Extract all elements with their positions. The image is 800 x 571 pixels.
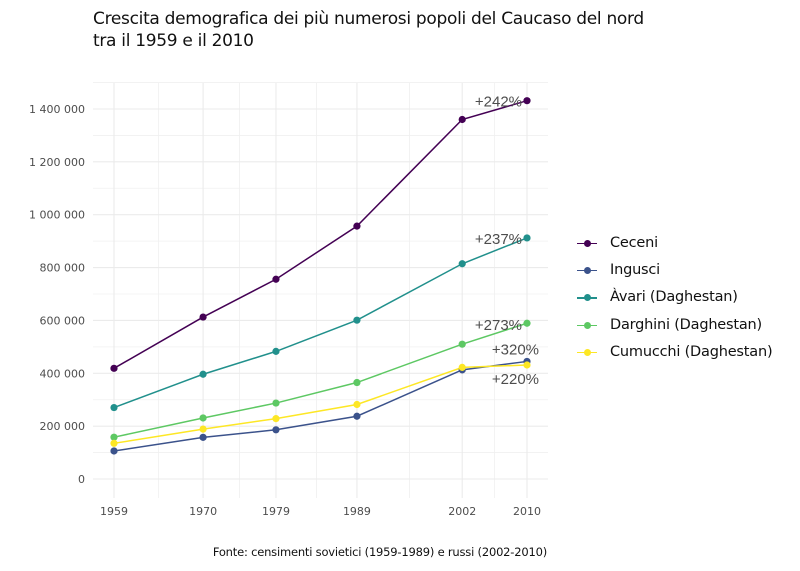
- data-point: [458, 260, 466, 268]
- series-line-1: [113, 99, 528, 369]
- x-axis-ticks: 1959 1970 1979 1989 2002 2010: [100, 505, 541, 518]
- data-point: [523, 319, 531, 327]
- growth-annotation: +220%: [492, 371, 539, 388]
- x-tick-label: 1959: [100, 505, 128, 518]
- legend: Ceceni Ingusci Àvari (Daghestan) Darghini (…: [577, 229, 773, 365]
- growth-annotation: +237%: [475, 231, 522, 248]
- legend-label: Cumucchi (Daghestan): [610, 343, 773, 360]
- chart-title: Crescita demografica dei più numerosi po…: [93, 8, 644, 52]
- y-tick-label: 1 400 000: [29, 103, 85, 116]
- data-point: [272, 415, 280, 423]
- data-point: [523, 361, 531, 369]
- chart-caption: Fonte: censimenti sovietici (1959-1989) …: [212, 545, 547, 559]
- legend-label: Ingusci: [610, 261, 661, 278]
- series-lines: [113, 99, 528, 452]
- data-point: [110, 439, 118, 447]
- y-tick-label: 800 000: [40, 262, 86, 275]
- legend-key-dot: [584, 239, 591, 247]
- legend-key-dot: [584, 348, 591, 356]
- data-point: [199, 370, 207, 378]
- y-tick-label: 0: [78, 473, 85, 486]
- growth-annotation: +273%: [475, 317, 522, 334]
- legend-key-icon: [577, 260, 597, 280]
- data-point: [458, 115, 466, 124]
- data-point: [272, 399, 280, 407]
- data-point: [199, 313, 207, 321]
- data-point: [110, 433, 118, 441]
- growth-annotation: +320%: [492, 341, 539, 358]
- data-point: [199, 433, 207, 441]
- legend-label: Darghini (Daghestan): [610, 316, 763, 333]
- y-tick-label: 400 000: [40, 367, 86, 380]
- series-line-3: [113, 237, 528, 409]
- legend-item: Àvari (Daghestan): [577, 284, 772, 311]
- legend-label: Ceceni: [610, 234, 658, 251]
- data-point: [272, 347, 280, 355]
- growth-annotation: +242%: [475, 94, 522, 111]
- data-point: [353, 378, 361, 387]
- series-points: [110, 97, 531, 455]
- y-axis-ticks: 0 200 000 400 000 600 000 800 000 1 000 000 1 …: [29, 103, 85, 486]
- legend-item: Ingusci: [577, 256, 772, 283]
- legend-item: Darghini (Daghestan): [577, 311, 772, 338]
- x-tick-label: 2002: [448, 505, 476, 518]
- data-point: [199, 425, 207, 433]
- legend-label: Àvari (Daghestan): [610, 289, 738, 306]
- series-line-4: [113, 322, 528, 438]
- x-tick-label: 1970: [189, 505, 217, 518]
- y-tick-label: 200 000: [40, 420, 86, 433]
- y-tick-label: 600 000: [40, 314, 86, 327]
- data-point: [458, 363, 466, 371]
- chart-title-line-2: tra il 1959 e il 2010: [93, 31, 254, 51]
- data-point: [110, 403, 118, 412]
- x-tick-label: 1989: [343, 505, 371, 518]
- legend-key-dot: [584, 321, 591, 329]
- data-point: [458, 340, 466, 348]
- data-point: [110, 447, 118, 455]
- chart-title-line-1: Crescita demografica dei più numerosi po…: [93, 9, 644, 29]
- legend-key-dot: [584, 294, 591, 302]
- series-line-2: [113, 360, 528, 452]
- series-line-5: [113, 364, 528, 445]
- data-point: [353, 316, 361, 324]
- legend-key-icon: [577, 342, 597, 362]
- data-point: [272, 426, 280, 434]
- x-tick-label: 2010: [513, 505, 541, 518]
- legend-key-icon: [577, 233, 597, 253]
- legend-key-icon: [577, 315, 597, 335]
- y-tick-label: 1 000 000: [29, 209, 85, 222]
- data-point: [523, 234, 531, 242]
- legend-key-icon: [577, 287, 597, 307]
- y-tick-label: 1 200 000: [29, 156, 85, 169]
- data-point: [523, 97, 531, 105]
- legend-item: Cumucchi (Daghestan): [577, 338, 773, 365]
- data-point: [110, 364, 118, 372]
- legend-item: Ceceni: [577, 229, 772, 256]
- data-point: [199, 414, 207, 422]
- legend-key-dot: [584, 266, 591, 274]
- data-point: [353, 222, 361, 230]
- x-tick-label: 1979: [262, 505, 290, 518]
- data-point: [272, 275, 280, 283]
- growth-annotations: +242% +320% +237% +273% +220%: [475, 94, 539, 388]
- data-point: [353, 400, 361, 409]
- minor-gridlines: [93, 82, 548, 498]
- data-point: [353, 412, 361, 420]
